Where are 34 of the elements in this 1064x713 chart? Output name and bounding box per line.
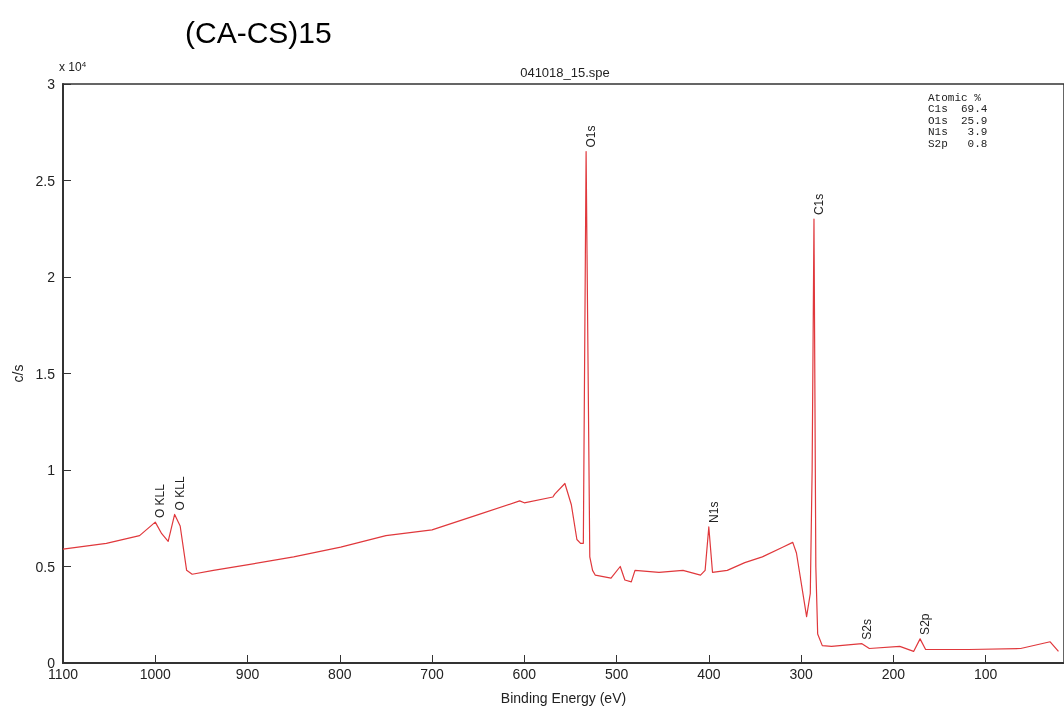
x-tick-label: 600 [512,666,537,682]
annotation: O KLL [172,476,187,511]
y-tick-label: 1.5 [35,365,56,382]
x-tick-label: 900 [235,666,260,682]
x-tick-label: 400 [697,666,721,682]
y-tick-label: 0.5 [35,558,56,575]
y-tick-label: 2.5 [35,172,56,189]
x-axis-title: Binding Energy (eV) [500,690,627,706]
x-tick-label: 1000 [139,666,172,682]
chart-title: (CA-CS)15 [185,15,332,49]
line-series [62,150,1060,653]
x-tick-label: 200 [881,666,906,682]
annotation: S2s [859,619,874,640]
y-tick-label: 2 [47,269,56,285]
annotation: S2p 0.8 [928,137,988,150]
x-tick-label: 800 [328,666,352,682]
y-tick-label: 3 [47,76,56,92]
annotation: O1s 25.9 [928,114,988,127]
x-tick-label: 300 [789,666,813,682]
x-tick-label: 500 [604,666,629,682]
x-tick-label: 700 [420,666,444,682]
annotation: N1s 3.9 [928,126,988,138]
x-tick-label: 100 [973,666,998,682]
annotation: C1s 69.4 [928,103,988,115]
annotation: O1s [584,125,599,148]
annotation: S2p [918,613,933,635]
y-tick-label: 1 [47,462,56,478]
y-axis-title: c/s [9,364,26,383]
chart-subtitle: 041018_15.spe [520,65,610,80]
annotation: N1s [706,501,721,523]
y-tick-label: 0 [47,655,56,671]
annotation: O KLL [153,483,168,519]
annotation: C1s [811,193,826,216]
annotation: Atomic % [928,91,982,104]
